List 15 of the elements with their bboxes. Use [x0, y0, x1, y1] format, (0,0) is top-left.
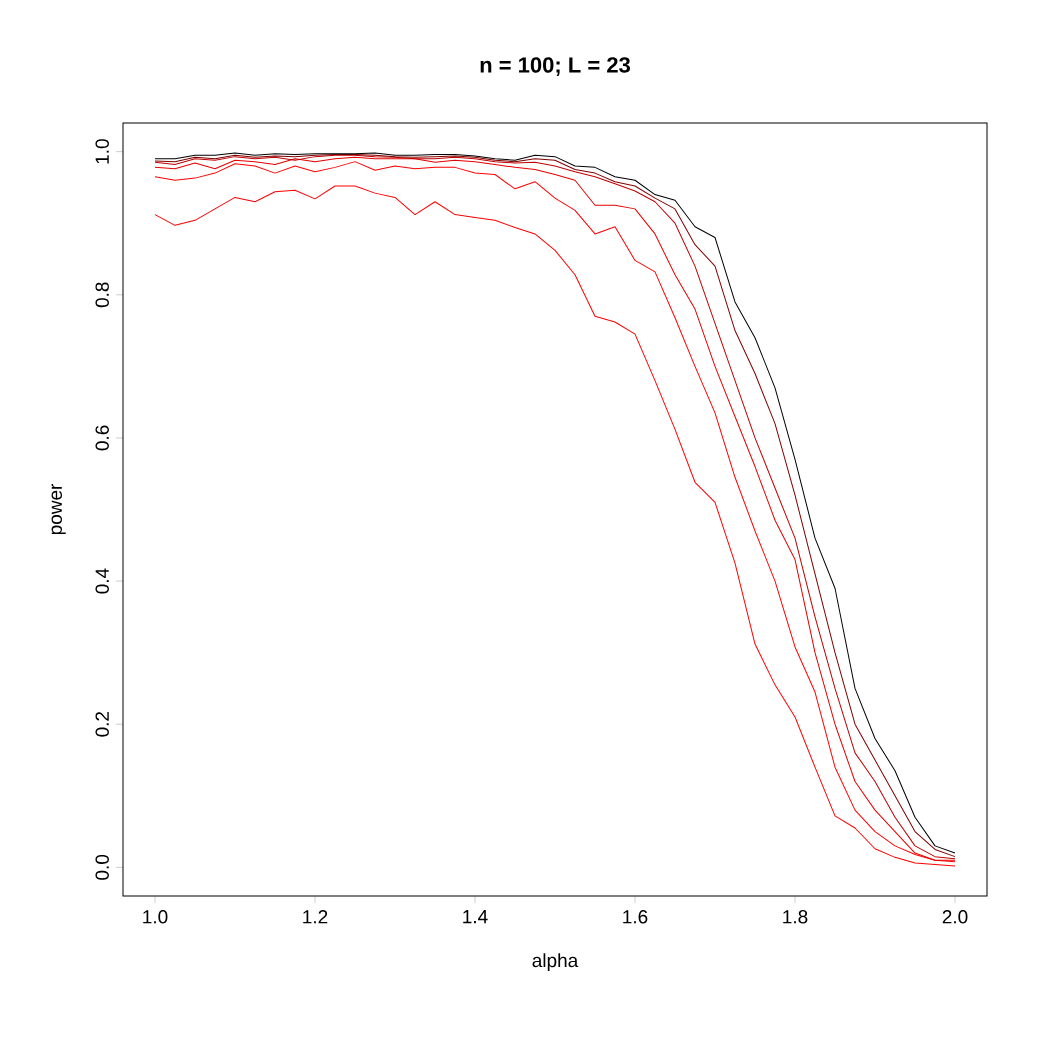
x-tick-label: 2.0 [942, 910, 968, 924]
chart-title: n = 100; L = 23 [480, 57, 631, 76]
y-tick-label: 0.6 [95, 425, 109, 451]
x-tick-label: 1.6 [623, 910, 648, 924]
x-tick-label: 1.2 [303, 910, 328, 924]
y-tick-label: 0.0 [95, 854, 109, 880]
x-axis-title: alpha [532, 953, 579, 971]
y-axis-title: power [51, 483, 66, 535]
y-tick-label: 1.0 [95, 139, 109, 164]
x-tick-label: 1.8 [783, 910, 808, 924]
y-tick-label: 0.2 [95, 711, 109, 737]
x-tick-label: 1.4 [463, 910, 488, 924]
y-tick-label: 0.4 [95, 568, 109, 594]
y-tick-label: 0.8 [95, 282, 109, 308]
x-tick-label: 1.0 [143, 910, 168, 924]
